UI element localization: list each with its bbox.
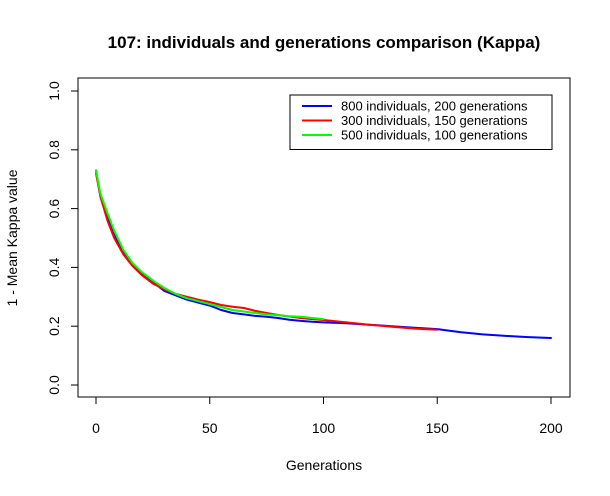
y-tick-label: 0.8 [46,140,62,160]
chart-title: 107: individuals and generations compari… [108,33,541,52]
y-tick-label: 0.2 [46,316,62,336]
y-axis: 0.0 0.2 0.4 0.6 0.8 1.0 [46,81,79,395]
x-tick-label: 200 [539,420,563,436]
y-axis-label: 1 - Mean Kappa value [4,169,20,306]
series-group [95,169,552,339]
x-tick-label: 0 [92,420,100,436]
x-tick-label: 150 [426,420,450,436]
y-tick-label: 0.4 [46,257,62,277]
series-line-2 [95,172,439,331]
y-tick-label: 0.6 [46,199,62,219]
legend-label: 800 individuals, 200 generations [341,99,528,114]
y-tick-label: 0.0 [46,375,62,395]
series-line-1 [95,169,552,339]
x-axis-label: Generations [286,457,362,473]
legend-box [289,94,553,150]
legend-label: 300 individuals, 150 generations [341,113,528,128]
legend-label: 500 individuals, 100 generations [341,128,528,143]
x-tick-label: 50 [202,420,218,436]
y-tick-label: 1.0 [46,81,62,101]
x-tick-label: 100 [312,420,336,436]
x-axis: 0 50 100 150 200 [92,396,563,436]
series-line-3 [95,169,325,321]
